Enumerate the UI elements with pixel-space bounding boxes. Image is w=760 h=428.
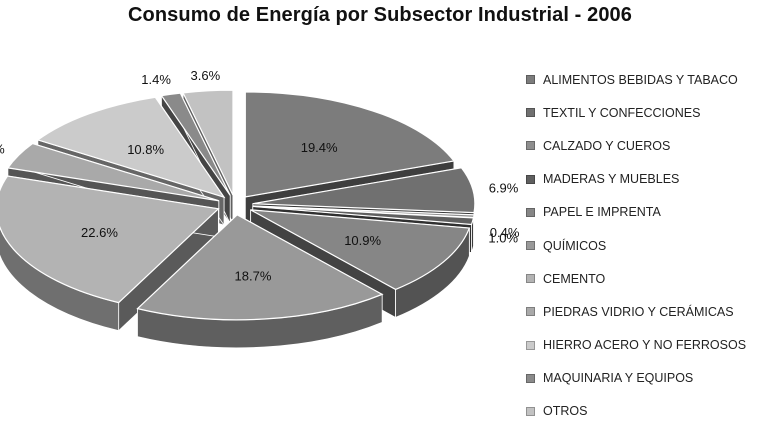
legend-label: PIEDRAS VIDRIO Y CERÁMICAS	[543, 304, 734, 319]
pie-slice-cemento	[0, 175, 220, 304]
data-label-alimentos-bebidas-y-tabaco: 19.4%	[301, 140, 338, 155]
legend-label: ALIMENTOS BEBIDAS Y TABACO	[543, 72, 738, 87]
pie-slice-maderas-y-muebles	[252, 205, 475, 226]
legend-item-maderas-y-muebles: MADERAS Y MUEBLES	[526, 163, 758, 196]
data-label-papel-e-imprenta: 10.9%	[344, 233, 381, 248]
pie-slice-hierro-acero-y-no-ferrosos	[36, 96, 226, 199]
chart-legend: ALIMENTOS BEBIDAS Y TABACO TEXTIL Y CONFE…	[526, 63, 758, 428]
pie-slice-quimicos	[136, 214, 384, 321]
legend-item-piedras-vidrio-y-ceramicas: PIEDRAS VIDRIO Y CERÁMICAS	[526, 295, 758, 328]
pie-slice-piedras-vidrio-y-ceramicas	[6, 142, 219, 202]
legend-label: QUÍMICOS	[543, 238, 607, 253]
pie-chart: 19.4% 6.9% 0.4%1.0% 10.9% 18.7% 22.6% 4.1% 10.8…	[0, 68, 520, 349]
data-label-maderas-y-muebles: 1.0%	[488, 230, 518, 245]
data-label-cemento: 22.6%	[81, 225, 118, 240]
legend-swatch	[526, 340, 535, 350]
pie-slice-textil-y-confecciones	[252, 167, 476, 214]
legend-swatch	[526, 373, 535, 383]
data-label-hierro-acero-y-no-ferrosos: 10.8%	[127, 142, 164, 157]
legend-item-calzado-y-cueros: CALZADO Y CUEROS	[526, 129, 758, 162]
legend-swatch	[526, 108, 535, 118]
legend-swatch	[526, 406, 535, 416]
pie-slice-papel-e-imprenta	[250, 209, 471, 291]
pie-tops	[0, 89, 476, 321]
legend-item-alimentos-bebidas-y-tabaco: ALIMENTOS BEBIDAS Y TABACO	[526, 63, 758, 96]
data-label-calzado-y-cueros: 0.4%	[490, 225, 520, 240]
data-label-otros: 3.6%	[191, 68, 221, 83]
legend-swatch	[526, 75, 535, 85]
legend-label: HIERRO ACERO Y NO FERROSOS	[543, 338, 747, 353]
legend-label: OTROS	[543, 404, 588, 419]
data-label-maquinaria-y-equipos: 1.4%	[141, 72, 171, 87]
chart-title: Consumo de Energía por Subsector Industr…	[128, 4, 632, 26]
legend-label: PAPEL E IMPRENTA	[543, 205, 661, 220]
legend-item-quimicos: QUÍMICOS	[526, 229, 758, 262]
pie-slice-maquinaria-y-equipos	[160, 92, 231, 196]
legend-label: CEMENTO	[543, 271, 606, 286]
data-label-textil-y-confecciones: 6.9%	[489, 181, 519, 196]
data-label-piedras-vidrio-y-ceramicas: 4.1%	[0, 141, 5, 156]
legend-swatch	[526, 274, 535, 284]
legend-item-textil-y-confecciones: TEXTIL Y CONFECCIONES	[526, 96, 758, 129]
legend-item-otros: OTROS	[526, 395, 758, 428]
legend-label: MAQUINARIA Y EQUIPOS	[543, 371, 694, 386]
legend-item-cemento: CEMENTO	[526, 262, 758, 295]
legend-swatch	[526, 141, 535, 151]
pie-slice-alimentos-bebidas-y-tabaco	[244, 91, 455, 198]
legend-item-maquinaria-y-equipos: MAQUINARIA Y EQUIPOS	[526, 362, 758, 395]
legend-label: MADERAS Y MUEBLES	[543, 172, 680, 187]
legend-swatch	[526, 241, 535, 251]
data-label-quimicos: 18.7%	[235, 268, 272, 283]
legend-swatch	[526, 174, 535, 184]
pie-labels: 19.4% 6.9% 0.4%1.0% 10.9% 18.7% 22.6% 4.1% 10.8…	[0, 68, 520, 283]
legend-swatch	[526, 307, 535, 317]
legend-label: CALZADO Y CUEROS	[543, 138, 671, 153]
legend-item-papel-e-imprenta: PAPEL E IMPRENTA	[526, 196, 758, 229]
legend-swatch	[526, 207, 535, 217]
pie-slice-otros	[182, 89, 234, 196]
legend-label: TEXTIL Y CONFECCIONES	[543, 105, 701, 120]
legend-item-hierro-acero-y-no-ferrosos: HIERRO ACERO Y NO FERROSOS	[526, 329, 758, 362]
